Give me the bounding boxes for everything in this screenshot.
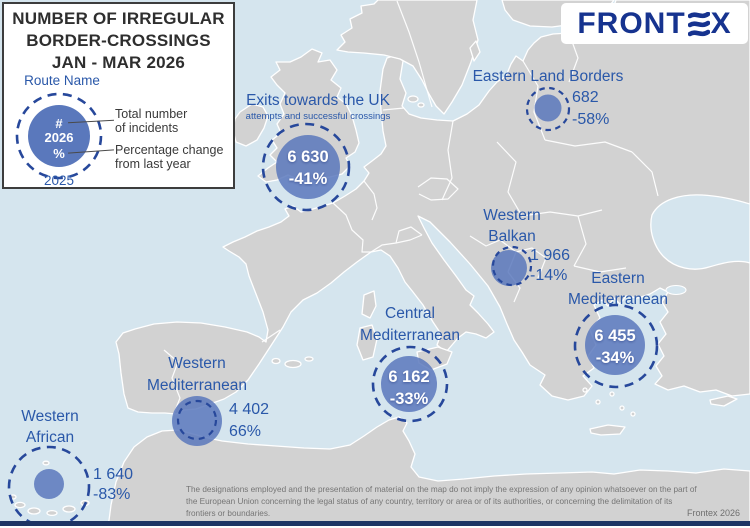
legend-callout-total: Total number of incidents <box>115 107 188 135</box>
title-legend-box: NUMBER OF IRREGULAR BORDER-CROSSINGS JAN… <box>2 2 235 189</box>
legend-number-symbol: # <box>55 116 63 131</box>
route-value: 6 455 <box>594 327 636 345</box>
island-aegean-3 <box>609 391 615 397</box>
route-value: 682 <box>572 89 599 106</box>
legend-percent-symbol: % <box>53 146 65 161</box>
route-circle-exits-uk <box>261 122 351 212</box>
island-corsica <box>361 290 377 319</box>
route-value: 6 630 <box>287 148 329 166</box>
legend-year-current: 2026 <box>45 130 74 145</box>
route-values-western-african: 1 640 -83% <box>93 465 133 505</box>
route-values-eastern-mediterranean: 6 455 -34% <box>555 325 675 369</box>
route-change: -34% <box>595 349 635 367</box>
map-credit: Frontex 2026 <box>686 508 740 518</box>
route-label-central-mediterranean: Central Mediterranean <box>360 305 460 344</box>
legend-year-previous: 2025 <box>43 173 75 188</box>
logo-wave-e-icon <box>687 11 710 36</box>
frontex-logo: FRONT X <box>561 3 748 44</box>
route-change: -83% <box>93 486 131 503</box>
island-gotland <box>469 40 481 62</box>
land-mainland-europe <box>115 0 750 415</box>
black-sea <box>650 194 750 270</box>
route-label-eastern-land-borders: Eastern Land Borders <box>472 68 624 85</box>
island-zealand <box>407 95 419 103</box>
route-value: 6 162 <box>388 368 430 386</box>
route-change: -33% <box>389 390 429 408</box>
landmasses <box>9 0 750 528</box>
island-canary-4 <box>62 505 76 513</box>
route-values-eastern-land-borders: 682 -58% <box>572 87 609 131</box>
legend-route-name: Route Name <box>24 73 100 88</box>
logo-text-front: FRONT <box>577 6 686 40</box>
bottom-bar <box>0 521 750 526</box>
route-value: 1 640 <box>93 466 134 483</box>
title-line-3: JAN - MAR 2026 <box>51 53 186 72</box>
legend-callout-percent: Percentage change from last year <box>115 143 224 171</box>
route-circles <box>7 86 659 528</box>
title-line-1: NUMBER OF IRREGULAR <box>12 9 225 28</box>
route-change: -58% <box>572 111 610 128</box>
route-values-exits-uk: 6 630 -41% <box>248 146 368 190</box>
island-crete <box>589 424 626 436</box>
sea-of-marmara <box>665 284 687 296</box>
route-values-central-mediterranean: 6 162 -33% <box>349 366 469 410</box>
route-value: 1 966 <box>530 247 571 264</box>
route-circle-western-mediterranean <box>172 396 222 446</box>
island-aegean-1 <box>582 387 588 393</box>
route-sublabel-exits-uk: attempts and successful crossings <box>245 111 391 122</box>
island-canary-3 <box>46 509 58 517</box>
island-canary-1 <box>14 501 26 509</box>
route-label-western-mediterranean: Western Mediterranean <box>147 355 247 394</box>
island-aegean-2 <box>595 399 601 405</box>
island-menorca <box>304 356 314 362</box>
map-disclaimer: The designations employed and the presen… <box>186 485 697 519</box>
logo-text-x: X <box>710 6 732 40</box>
island-aegean-5 <box>630 411 636 417</box>
route-label-eastern-mediterranean: Eastern Mediterranean <box>568 270 668 308</box>
route-change: -41% <box>288 170 328 188</box>
island-aegean-4 <box>619 405 625 411</box>
legend-circle-diagram: # 2026 % <box>15 92 103 180</box>
route-change: 66% <box>229 423 262 440</box>
route-circle-central-mediterranean <box>371 345 449 423</box>
route-label-exits-uk: Exits towards the UK <box>246 92 390 109</box>
route-circle-eastern-mediterranean <box>573 303 659 389</box>
island-madeira <box>42 460 50 466</box>
route-label-western-african: Western African <box>21 408 79 446</box>
route-values-western-mediterranean: 4 402 66% <box>229 399 269 443</box>
route-value: 4 402 <box>229 401 270 418</box>
route-change: -14% <box>530 267 568 284</box>
route-values-western-balkan: 1 966 -14% <box>530 246 570 286</box>
island-sardinia <box>356 324 378 361</box>
title-line-2: BORDER-CROSSINGS <box>26 31 211 50</box>
bottom-white-strip <box>0 526 750 528</box>
island-cyprus <box>709 395 738 407</box>
route-circle-western-balkan <box>491 245 533 287</box>
route-label-western-balkan: Western Balkan <box>483 207 541 245</box>
page-title: NUMBER OF IRREGULAR BORDER-CROSSINGS JAN… <box>4 4 233 74</box>
island-mallorca <box>284 359 302 369</box>
island-ibiza <box>271 357 281 365</box>
legend-dashed-circle <box>15 92 103 180</box>
island-funen <box>417 102 425 108</box>
land-scandinavia <box>336 0 479 115</box>
island-canary-2 <box>27 507 41 515</box>
legend-solid-circle <box>28 105 90 167</box>
route-circle-eastern-land-borders <box>525 86 571 132</box>
